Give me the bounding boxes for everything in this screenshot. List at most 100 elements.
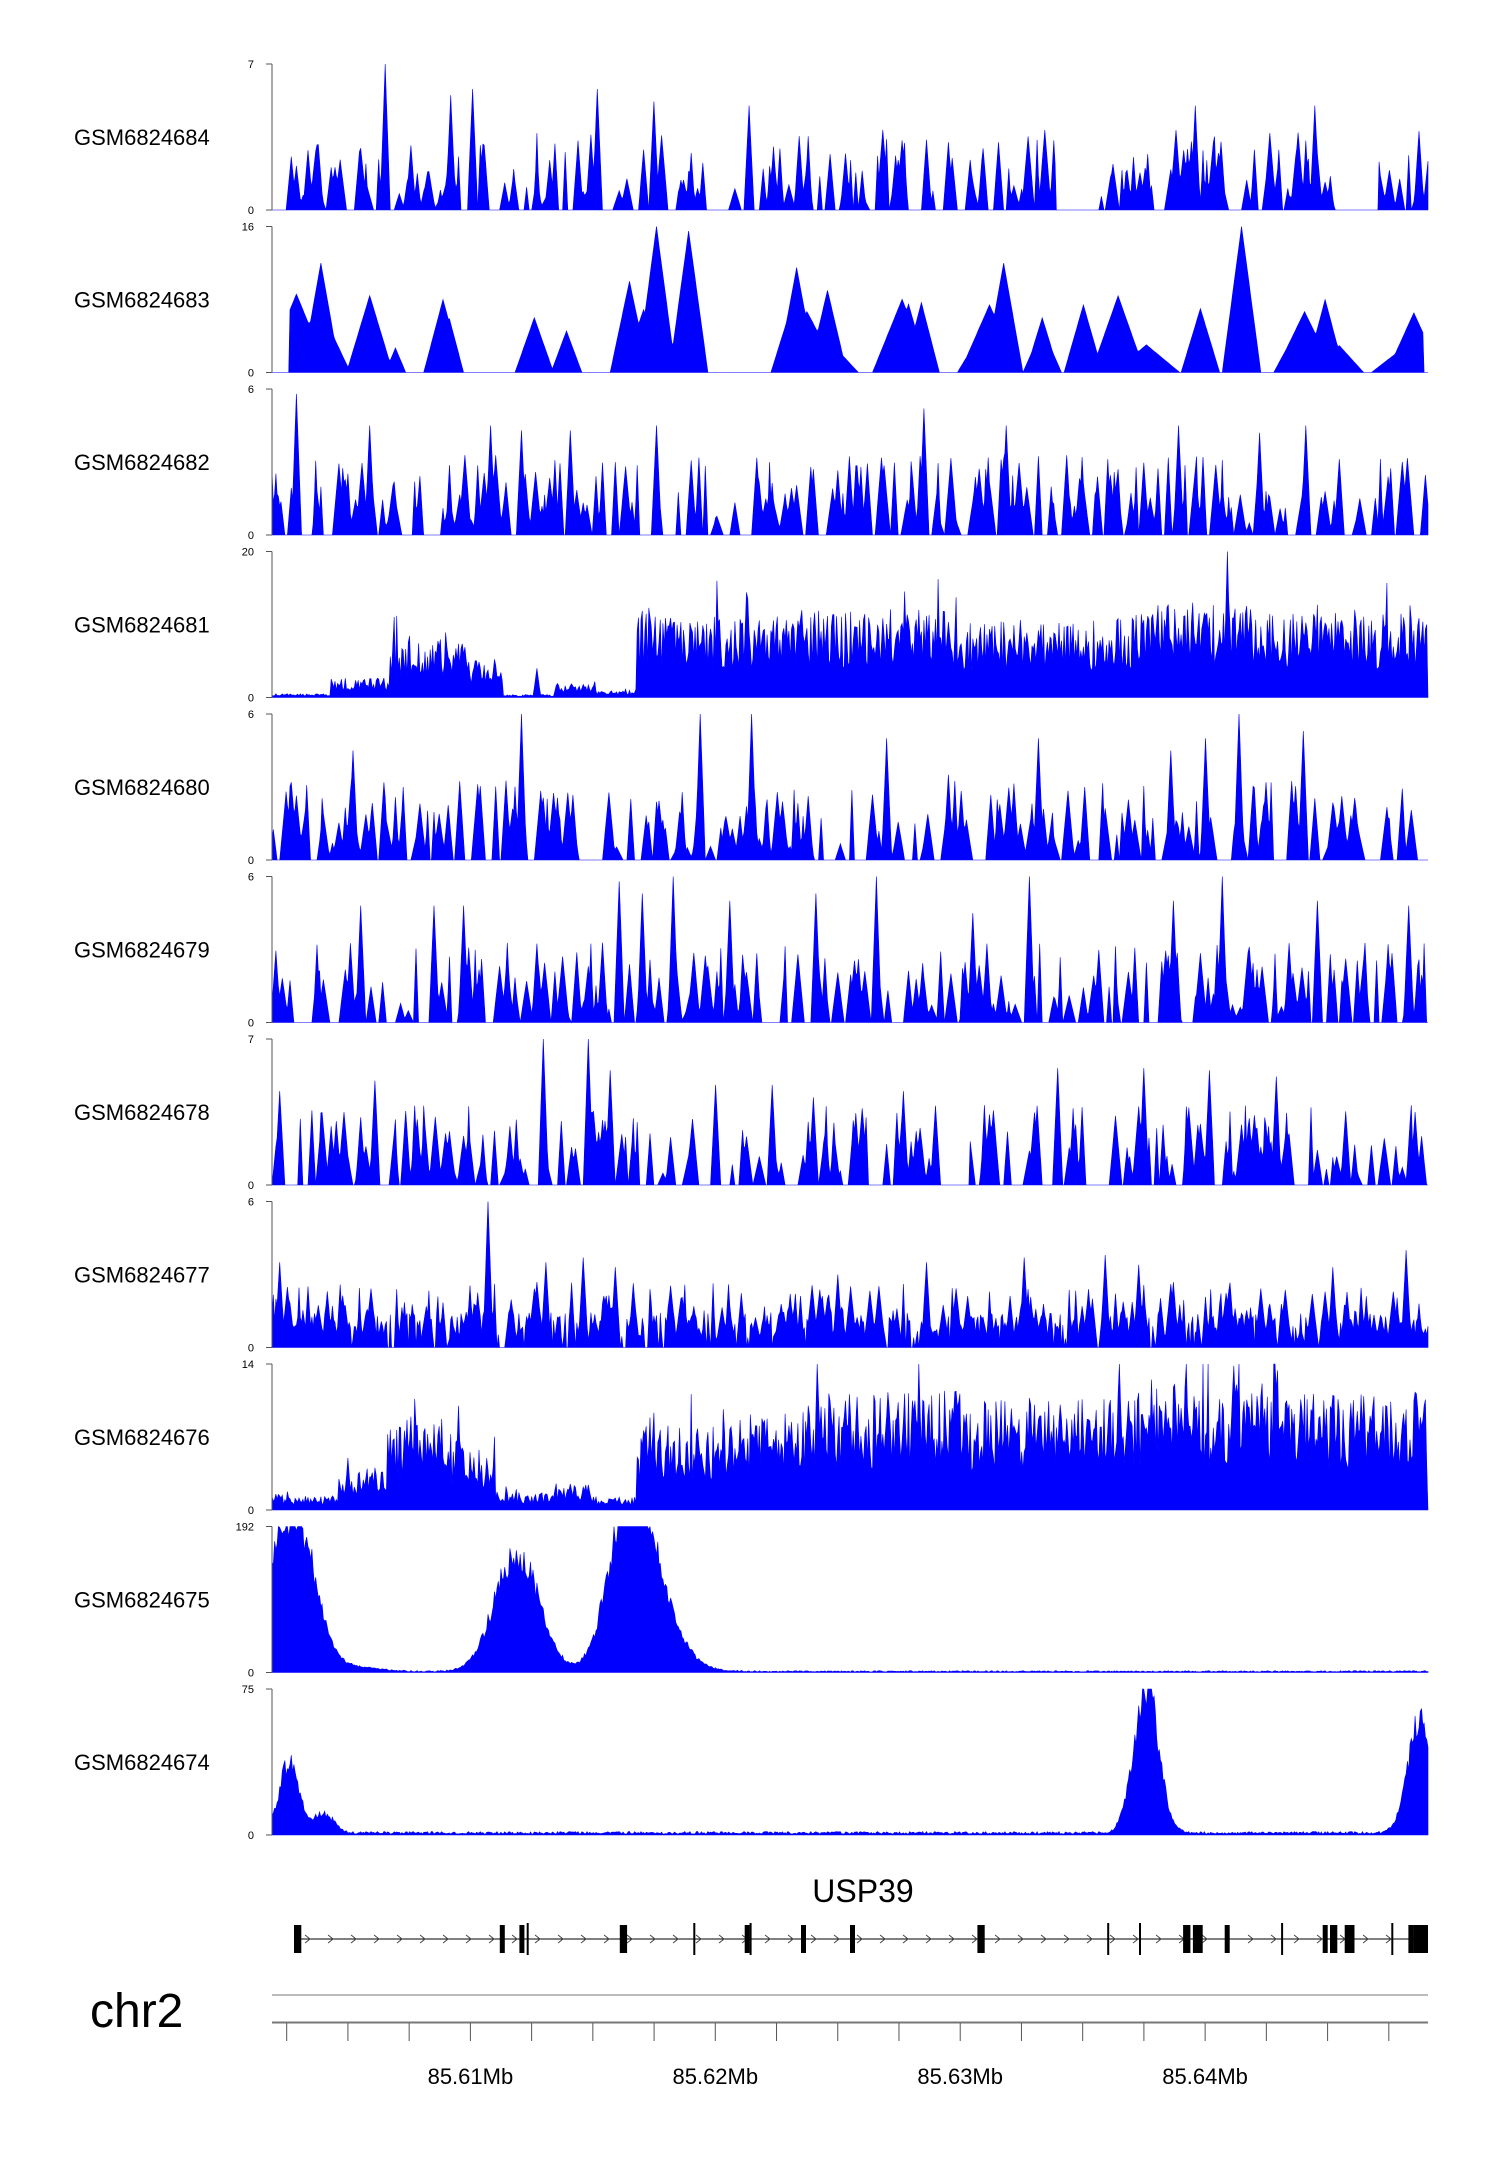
y-max-label: 20 [242,547,254,559]
y-max-label: 16 [242,222,254,234]
coverage-area-GSM6824679 [271,876,1428,1024]
strand-arrow-icon [879,1934,886,1944]
strand-arrow-icon [948,1934,955,1944]
coverage-area-GSM6824675 [271,1525,1429,1673]
track-label: GSM6824677 [74,1263,210,1288]
track-label: GSM6824676 [74,1425,210,1450]
y-min-label: 0 [248,368,254,380]
strand-arrow-icon [1247,1934,1254,1944]
coverage-area-GSM6824682 [271,393,1429,536]
coverage-area-GSM6824684 [272,63,1429,211]
y-max-label: 6 [248,872,254,884]
exon-block [1183,1925,1191,1953]
strand-arrow-icon [1155,1934,1162,1944]
strand-arrow-icon [373,1934,380,1944]
gene-name-label: USP39 [812,1873,913,1909]
exon-block [850,1925,855,1953]
exon-block [1281,1923,1284,1955]
exon-block [1322,1925,1328,1953]
strand-arrow-icon [419,1934,426,1944]
y-min-label: 0 [248,1180,254,1192]
track-GSM6824681: 20 0 GSM6824681 [74,547,1429,705]
y-max-label: 6 [248,384,254,396]
strand-arrow-icon [810,1934,817,1944]
track-GSM6824677: 6 0 GSM6824677 [74,1197,1429,1355]
y-max-label: 6 [248,1197,254,1209]
exon-block [526,1923,529,1955]
track-label: GSM6824683 [74,288,210,313]
strand-arrow-icon [304,1934,311,1944]
strand-arrow-icon [534,1934,541,1944]
strand-arrow-icon [971,1934,978,1944]
x-tick-label: 85.62Mb [672,2064,758,2089]
track-GSM6824678: 7 0 GSM6824678 [74,1034,1428,1192]
strand-arrow-icon [465,1934,472,1944]
track-GSM6824675: 192 0 GSM6824675 [74,1522,1429,1680]
exon-block [619,1925,628,1953]
strand-arrow-icon [833,1934,840,1944]
exon-block [1139,1923,1141,1955]
y-max-label: 75 [242,1684,254,1696]
exon-block [1224,1925,1230,1953]
genome-axis-track: chr2 85.61Mb 85.62Mb 85.63Mb 85.64Mb [90,1985,1428,2089]
strand-arrow-icon [695,1934,702,1944]
strand-arrow-icon [488,1934,495,1944]
strand-arrow-icon [626,1934,633,1944]
coverage-area-GSM6824676 [271,1363,1429,1511]
track-GSM6824682: 6 0 GSM6824682 [74,384,1429,542]
strand-arrow-icon [902,1934,909,1944]
y-max-label: 7 [248,59,254,71]
coverage-area-GSM6824683 [272,226,1428,374]
strand-arrow-icon [442,1934,449,1944]
exon-block [744,1925,750,1953]
coverage-area-GSM6824674 [271,1688,1429,1836]
exon-block [1344,1925,1355,1953]
exon-block [1107,1923,1110,1955]
coverage-area-GSM6824678 [271,1038,1428,1186]
exon-block [1391,1923,1394,1955]
coverage-area-GSM6824680 [271,713,1428,861]
exon-block [693,1923,696,1955]
strand-arrow-icon [350,1934,357,1944]
y-max-label: 7 [248,1034,254,1046]
strand-arrow-icon [327,1934,334,1944]
strand-arrow-icon [1063,1934,1070,1944]
strand-arrow-icon [1040,1934,1047,1944]
strand-arrow-icon [1201,1934,1208,1944]
coverage-area-GSM6824681 [271,551,1429,698]
strand-arrow-icon [580,1934,587,1944]
coverage-area-GSM6824677 [271,1201,1429,1348]
x-tick-label: 85.61Mb [428,2064,514,2089]
strand-arrow-icon [1316,1934,1323,1944]
x-tick-label: 85.64Mb [1162,2064,1248,2089]
y-min-label: 0 [248,693,254,705]
track-GSM6824679: 6 0 GSM6824679 [74,872,1428,1030]
y-min-label: 0 [248,855,254,867]
exon-block [1192,1925,1203,1953]
strand-arrow-icon [396,1934,403,1944]
y-max-label: 6 [248,709,254,721]
strand-arrow-icon [1270,1934,1277,1944]
strand-arrow-icon [1385,1934,1392,1944]
strand-arrow-icon [1017,1934,1024,1944]
strand-arrow-icon [1362,1934,1369,1944]
y-min-label: 0 [248,530,254,542]
strand-arrow-icon [511,1934,518,1944]
strand-arrow-icon [1109,1934,1116,1944]
strand-arrow-icon [557,1934,564,1944]
strand-arrow-icon [1132,1934,1139,1944]
y-min-label: 0 [248,205,254,217]
track-GSM6824676: 14 0 GSM6824676 [74,1359,1429,1517]
chromosome-label: chr2 [90,1985,183,2038]
coverage-tracks: 7 0 GSM6824684 16 0 GSM6824683 6 0 GSM6824682 20 0… [74,59,1429,1842]
strand-arrow-icon [1293,1934,1300,1944]
exon-block [294,1925,302,1953]
strand-arrow-icon [994,1934,1001,1944]
exon-block [519,1925,525,1953]
track-label: GSM6824674 [74,1750,210,1775]
y-min-label: 0 [248,1505,254,1517]
track-GSM6824674: 75 0 GSM6824674 [74,1684,1429,1842]
strand-arrow-icon [925,1934,932,1944]
track-label: GSM6824684 [74,125,210,150]
